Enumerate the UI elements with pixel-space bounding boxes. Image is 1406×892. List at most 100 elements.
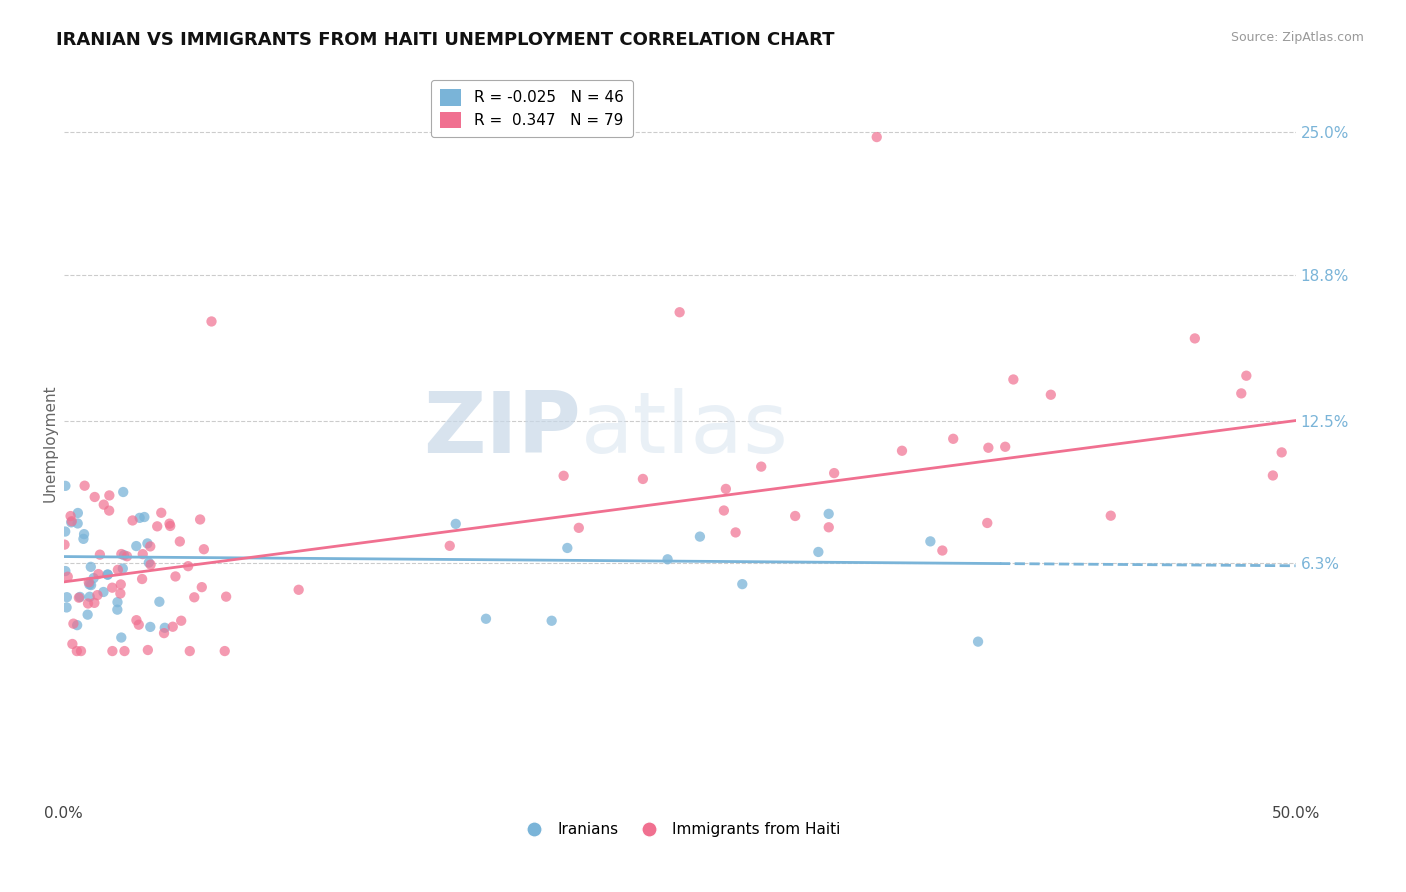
Point: [60, 514, 83, 528]
Point: [749, 459, 772, 474]
Point: [169, 534, 191, 549]
Point: [214, 644, 236, 658]
Point: [110, 547, 132, 561]
Point: [136, 536, 159, 550]
Point: [73, 527, 96, 541]
Point: [131, 572, 153, 586]
Point: [153, 626, 176, 640]
Point: [80, 559, 103, 574]
Point: [557, 541, 579, 555]
Point: [72, 532, 94, 546]
Point: [86, 588, 108, 602]
Point: [1271, 445, 1294, 459]
Point: [817, 507, 839, 521]
Point: [107, 563, 129, 577]
Point: [121, 513, 143, 527]
Point: [73, 479, 96, 493]
Point: [714, 482, 737, 496]
Point: [177, 559, 200, 574]
Point: [55, 479, 77, 493]
Text: Source: ZipAtlas.com: Source: ZipAtlas.com: [1230, 31, 1364, 45]
Point: [125, 539, 148, 553]
Point: [128, 617, 150, 632]
Point: [179, 644, 201, 658]
Point: [97, 567, 120, 582]
Text: IRANIAN VS IMMIGRANTS FROM HAITI UNEMPLOYMENT CORRELATION CHART: IRANIAN VS IMMIGRANTS FROM HAITI UNEMPLO…: [56, 31, 835, 49]
Point: [60, 637, 83, 651]
Point: [568, 521, 591, 535]
Point: [139, 540, 162, 554]
Point: [183, 591, 205, 605]
Point: [977, 441, 1000, 455]
Point: [553, 468, 575, 483]
Text: atlas: atlas: [581, 388, 789, 471]
Point: [920, 534, 942, 549]
Point: [444, 516, 467, 531]
Point: [967, 634, 990, 648]
Point: [60, 516, 83, 530]
Point: [631, 472, 654, 486]
Point: [112, 548, 135, 562]
Point: [79, 577, 101, 591]
Point: [139, 558, 162, 572]
Point: [866, 130, 889, 145]
Point: [66, 618, 89, 632]
Point: [1230, 386, 1253, 401]
Point: [931, 543, 953, 558]
Point: [80, 578, 103, 592]
Point: [56, 570, 79, 584]
Point: [657, 552, 679, 566]
Point: [689, 530, 711, 544]
Point: [93, 498, 115, 512]
Point: [150, 506, 173, 520]
Point: [731, 577, 754, 591]
Point: [98, 503, 121, 517]
Point: [59, 509, 82, 524]
Point: [83, 571, 105, 585]
Point: [153, 621, 176, 635]
Point: [112, 485, 135, 500]
Point: [67, 591, 90, 605]
Point: [807, 545, 830, 559]
Point: [66, 644, 89, 658]
Point: [93, 585, 115, 599]
Point: [76, 607, 98, 622]
Point: [111, 561, 134, 575]
Point: [55, 600, 77, 615]
Point: [77, 575, 100, 590]
Point: [107, 595, 129, 609]
Point: [540, 614, 562, 628]
Point: [128, 511, 150, 525]
Point: [62, 616, 84, 631]
Point: [139, 620, 162, 634]
Point: [159, 519, 181, 533]
Point: [976, 516, 998, 530]
Point: [66, 506, 89, 520]
Point: [110, 586, 132, 600]
Point: [170, 614, 193, 628]
Point: [79, 590, 101, 604]
Point: [200, 314, 222, 328]
Point: [287, 582, 309, 597]
Point: [215, 590, 238, 604]
Point: [125, 613, 148, 627]
Point: [1184, 331, 1206, 345]
Point: [87, 567, 110, 582]
Point: [77, 597, 100, 611]
Point: [191, 580, 214, 594]
Point: [942, 432, 965, 446]
Point: [138, 556, 160, 570]
Point: [1039, 388, 1062, 402]
Point: [70, 644, 93, 658]
Point: [136, 643, 159, 657]
Point: [101, 644, 124, 658]
Point: [89, 548, 111, 562]
Point: [53, 538, 76, 552]
Point: [724, 525, 747, 540]
Point: [98, 488, 121, 502]
Point: [66, 516, 89, 531]
Point: [134, 510, 156, 524]
Point: [891, 443, 914, 458]
Point: [159, 516, 181, 531]
Point: [53, 524, 76, 539]
